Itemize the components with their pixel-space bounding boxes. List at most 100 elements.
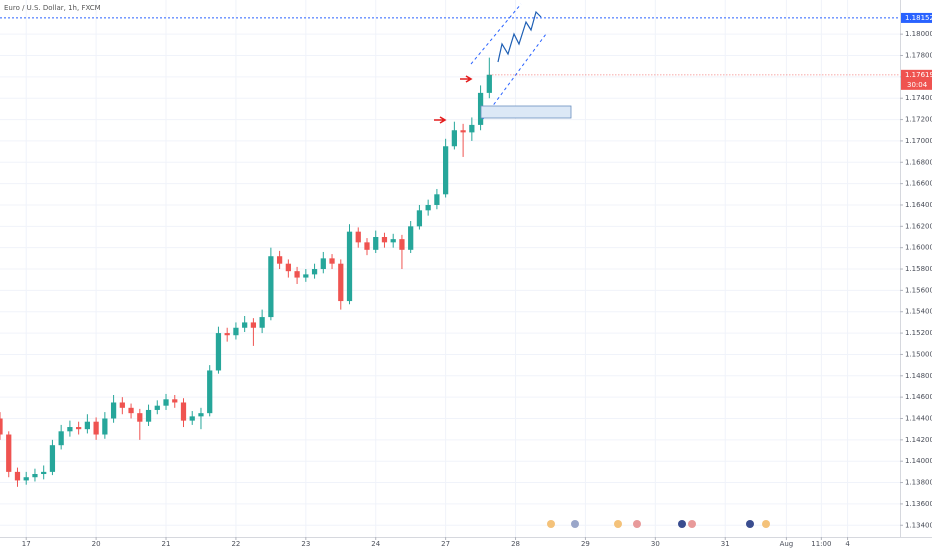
candle-body (84, 421, 90, 430)
x-tick-label: 23 (301, 540, 310, 548)
y-tick-label: 1.16400 (905, 201, 932, 209)
event-icons (547, 520, 770, 528)
candle-body (303, 274, 309, 278)
y-tick-label: 1.16200 (905, 222, 932, 230)
candle-body (294, 271, 300, 278)
arrow (460, 75, 473, 83)
candle-body (207, 370, 213, 414)
event-icon (633, 520, 641, 528)
candle-body (320, 258, 326, 270)
candle-body (180, 402, 187, 421)
event-icon (678, 520, 686, 528)
candle-body (32, 474, 38, 478)
candle-body (6, 434, 12, 472)
y-tick-label: 1.15800 (905, 265, 932, 273)
candle-body (285, 263, 291, 272)
y-tick-label: 1.16600 (905, 180, 932, 188)
candle-body (408, 226, 414, 250)
y-tick-label: 1.17000 (905, 137, 932, 145)
candle-body (58, 431, 64, 446)
candle-body (128, 407, 134, 414)
y-tick-label: 1.17200 (905, 116, 932, 124)
candle-body (399, 239, 405, 250)
y-tick-label: 1.13600 (905, 500, 932, 508)
x-tick-label: 21 (162, 540, 171, 548)
y-tick-label: 1.15600 (905, 286, 932, 294)
candle-body (364, 242, 370, 250)
y-tick-label: 1.13400 (905, 521, 932, 529)
y-tick-label: 1.15000 (905, 350, 932, 358)
y-tick-label: 1.16000 (905, 244, 932, 252)
candle-body (242, 322, 248, 328)
candle-body (311, 269, 318, 275)
x-tick-label: 4 (845, 540, 850, 548)
candle-body (276, 256, 283, 264)
candle-body (154, 405, 160, 410)
y-tick-label: 1.13800 (905, 479, 932, 487)
x-tick-label: 31 (721, 540, 730, 548)
x-tick-label: 27 (441, 540, 450, 548)
arrow (434, 116, 447, 124)
candle-body (119, 402, 125, 408)
candle-body (425, 204, 431, 211)
countdown-label: 30:04 (907, 81, 928, 89)
y-tick-label: 1.14800 (905, 372, 932, 380)
candle-body (102, 418, 108, 435)
event-icon (614, 520, 622, 528)
x-tick-label: 17 (22, 540, 31, 548)
candle-body (434, 194, 440, 205)
demand-zone (480, 105, 572, 119)
x-tick-label: 11:00 (811, 540, 831, 548)
candle-body (198, 413, 204, 417)
grid (0, 0, 900, 537)
candle-body (486, 74, 492, 93)
candle-body (0, 418, 3, 435)
y-tick-label: 1.14400 (905, 414, 932, 422)
projection-zigzag (497, 10, 542, 63)
candle-body (268, 256, 274, 318)
candle-body (110, 402, 117, 419)
candle-body (329, 258, 335, 264)
candle-body (67, 427, 73, 432)
event-icon (762, 520, 770, 528)
event-icon (746, 520, 754, 528)
candle-body (451, 130, 457, 147)
y-tick-label: 1.16800 (905, 158, 932, 166)
candle-body (443, 146, 449, 195)
candle-body (163, 399, 169, 406)
candle-body (259, 317, 265, 328)
candle-body (250, 322, 257, 328)
target-level-tag (901, 12, 932, 23)
candle-body (416, 210, 423, 227)
candle-body (477, 92, 484, 125)
event-icon (547, 520, 555, 528)
channel-line (470, 3, 522, 65)
y-tick-label: 1.14600 (905, 393, 932, 401)
candle-body (355, 231, 361, 243)
y-tick-label: 1.14000 (905, 457, 932, 465)
candle-body (76, 427, 82, 430)
event-icon (688, 520, 696, 528)
candle-body (469, 124, 475, 133)
candle-body (189, 416, 195, 421)
event-icon (571, 520, 579, 528)
candle-body (49, 445, 56, 472)
candle-body (145, 409, 152, 422)
x-tick-label: Aug (780, 540, 794, 548)
chart-title: Euro / U.S. Dollar, 1h, FXCM (4, 4, 101, 12)
x-tick-label: 28 (511, 540, 520, 548)
candle-body (93, 421, 99, 435)
last-price-label: 1.17619 (905, 71, 932, 79)
x-tick-label: 20 (92, 540, 101, 548)
candle-body (23, 477, 29, 481)
x-tick-label: 24 (371, 540, 380, 548)
candle-body (460, 130, 466, 133)
y-tick-label: 1.15400 (905, 308, 932, 316)
candle-body (215, 333, 222, 371)
y-tick-label: 1.18000 (905, 30, 932, 38)
x-tick-label: 29 (581, 540, 590, 548)
candle-body (390, 239, 396, 243)
x-tick-label: 30 (651, 540, 660, 548)
x-tick-label: 22 (231, 540, 240, 548)
